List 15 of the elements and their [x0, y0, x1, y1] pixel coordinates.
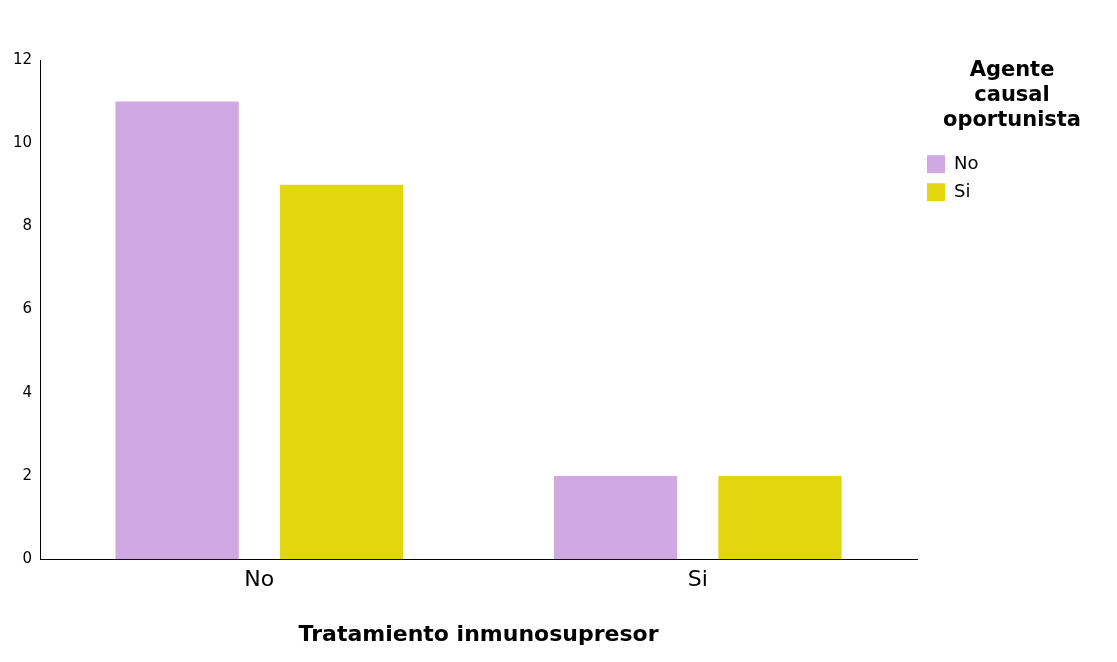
- bar: [115, 101, 239, 560]
- y-tick-label: 0: [22, 549, 33, 568]
- y-tick-label: 2: [22, 465, 33, 484]
- x-axis-title: Tratamiento inmunosupresor: [298, 620, 659, 646]
- legend-label: Si: [954, 179, 971, 201]
- bar: [718, 476, 842, 560]
- legend-label: No: [954, 151, 979, 173]
- legend-title: Agente causal oportunista: [942, 56, 1082, 132]
- y-tick-label: 4: [22, 382, 33, 401]
- y-tick-label: 12: [12, 49, 33, 68]
- bar: [553, 476, 678, 560]
- y-tick-label: 8: [22, 216, 33, 235]
- y-tick-label: 10: [12, 133, 33, 152]
- y-tick-label: 6: [22, 299, 33, 318]
- bar: [279, 184, 404, 560]
